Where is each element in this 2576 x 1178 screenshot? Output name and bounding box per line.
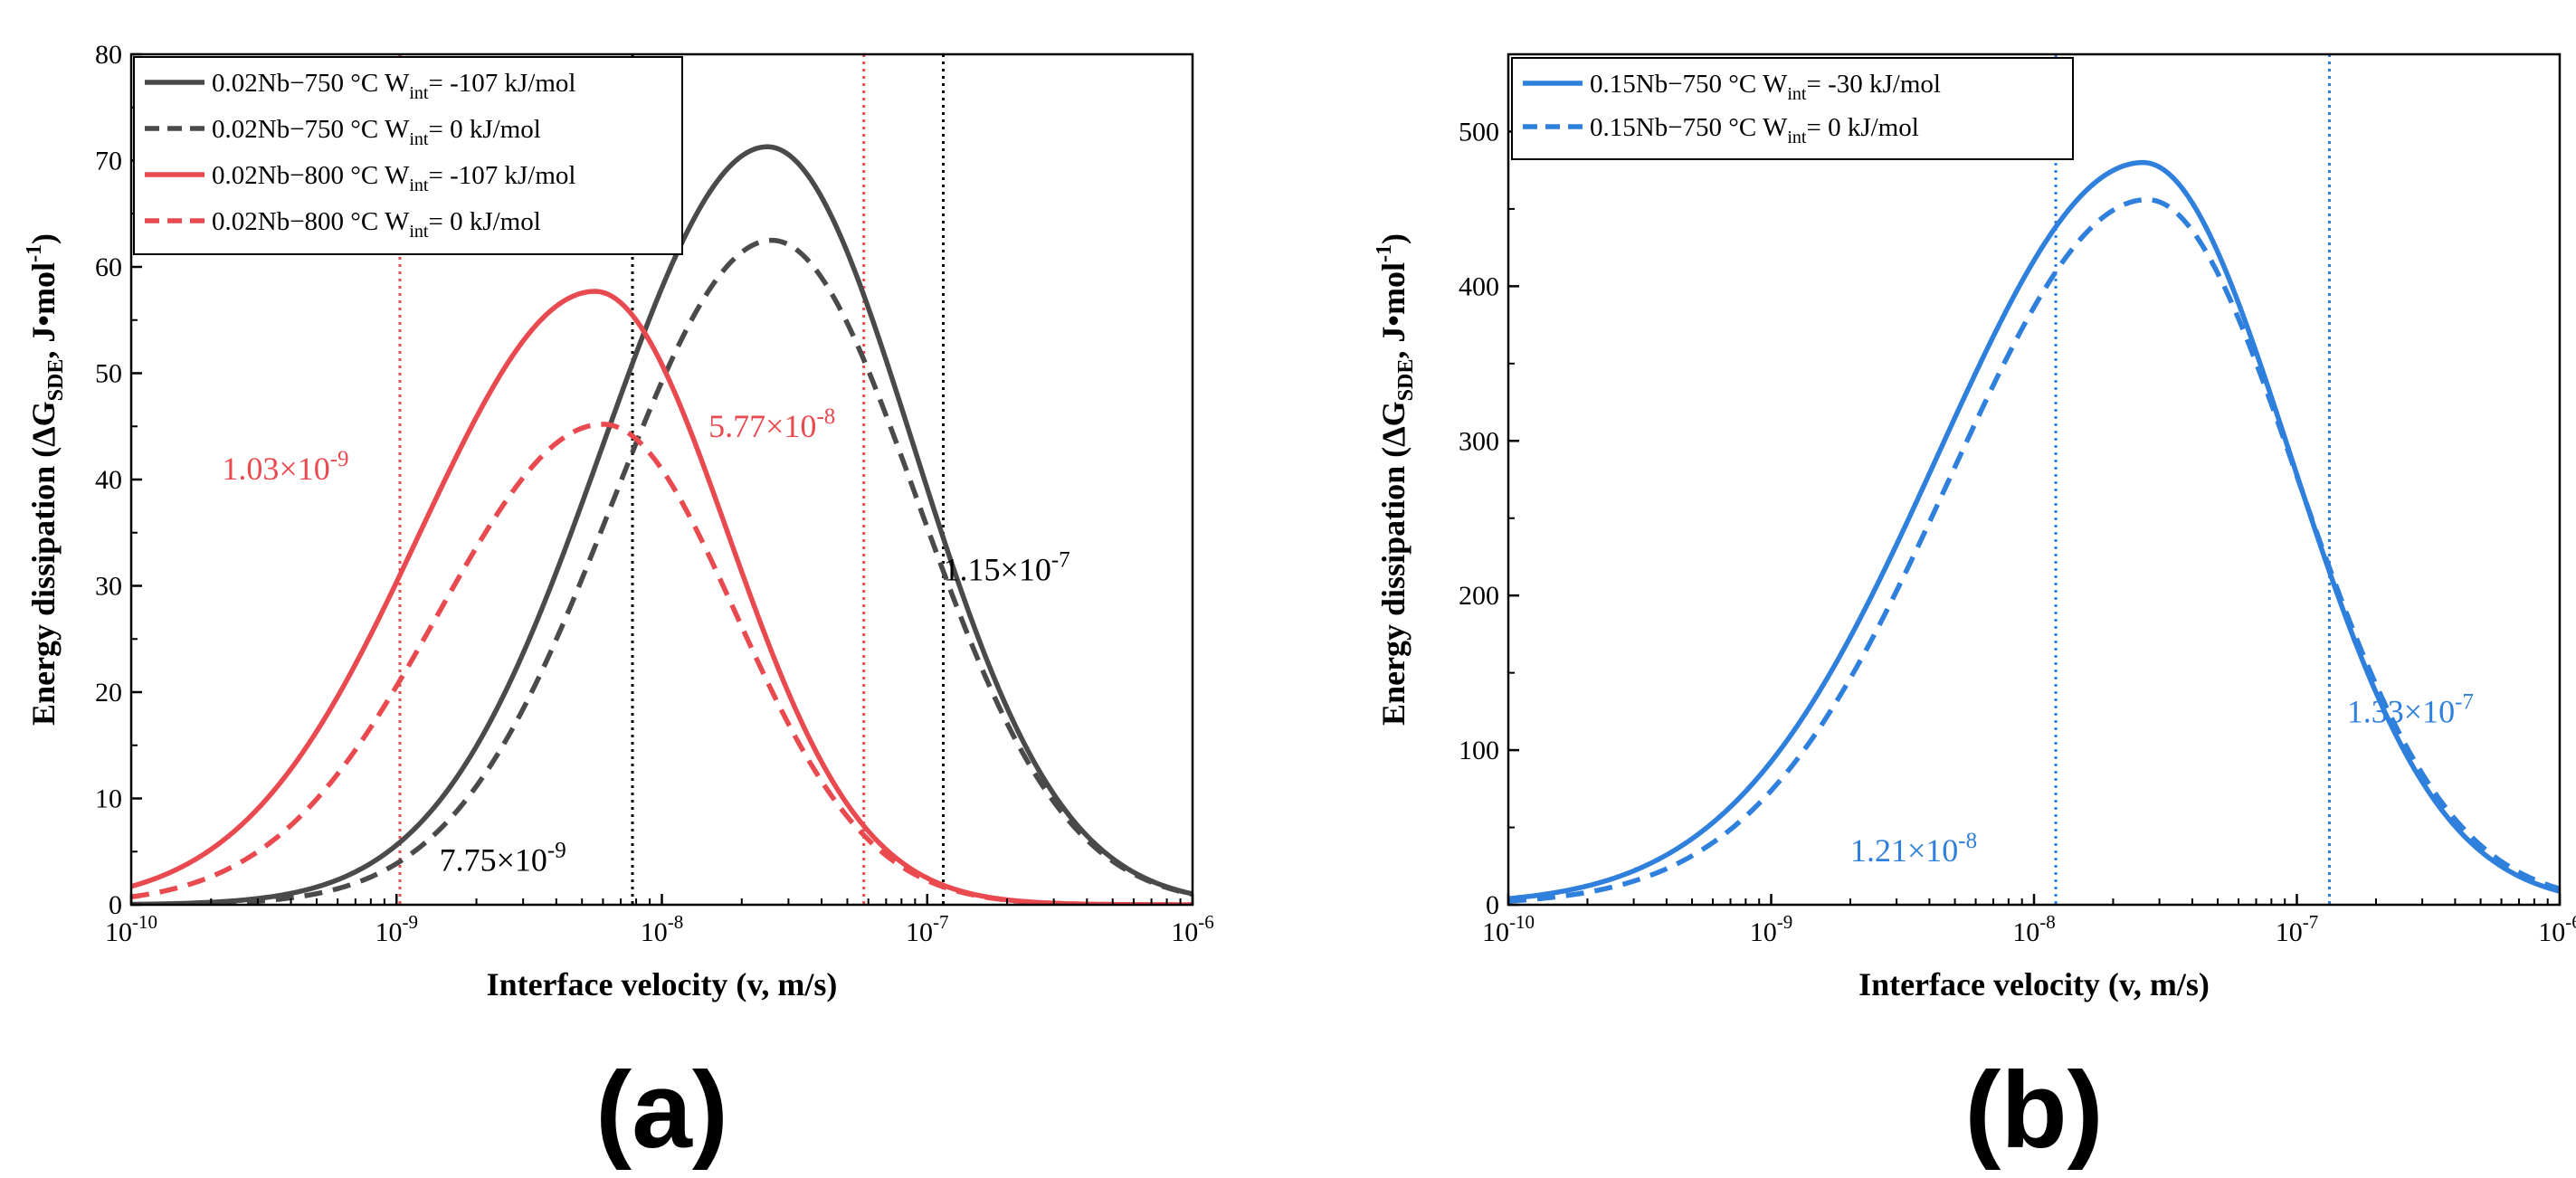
value-annotation-2: 5.77×10-8 — [708, 404, 835, 444]
y-tick-label: 40 — [95, 465, 122, 495]
value-annotation-3: 1.15×10-7 — [944, 548, 1070, 588]
legend-entry-2: 0.02Nb−750 °C Wint= 0 kJ/mol — [212, 115, 541, 149]
chart-panel-a: 0 10 20 30 40 50 60 70 80 10-10 10-9 10-8 10-7 10-6 In… — [23, 40, 1214, 1171]
legend-entry-4: 0.02Nb−800 °C Wint= 0 kJ/mol — [212, 207, 541, 242]
x-tick-label: 10-7 — [2276, 911, 2319, 947]
y-tick-label: 500 — [1459, 117, 1499, 147]
x-axis-label: Interface velocity (v, m/s) — [487, 966, 838, 1002]
y-tick-label: 20 — [95, 678, 122, 708]
y-tick-label: 50 — [95, 359, 122, 389]
x-tick-label: 10-8 — [2012, 911, 2056, 947]
y-tick-label: 10 — [95, 784, 122, 814]
y-axis-label: Energy dissipation (ΔGSDE, J•mol-1) — [23, 233, 68, 726]
value-annotation-1: 1.21×10-8 — [1850, 829, 1977, 869]
y-tick-label: 70 — [95, 147, 122, 176]
legend: 0.15Nb−750 °C Wint= -30 kJ/mol 0.15Nb−750… — [1511, 57, 2074, 160]
legend-entry-1: 0.02Nb−750 °C Wint= -107 kJ/mol — [212, 69, 575, 103]
x-tick-label: 10-10 — [105, 911, 157, 947]
x-tick-label: 10-10 — [1482, 911, 1535, 947]
x-tick-label: 10-8 — [641, 911, 684, 947]
y-tick-label: 30 — [95, 572, 122, 602]
panel-label: (a) — [595, 1050, 728, 1171]
x-tick-label: 10-9 — [375, 911, 419, 947]
value-annotation-1: 1.03×10-9 — [222, 447, 348, 487]
series-line-1 — [131, 144, 1193, 905]
y-axis-label: Energy dissipation (ΔGSDE, J•mol-1) — [1373, 233, 1418, 726]
legend-entry-1: 0.15Nb−750 °C Wint= -30 kJ/mol — [1590, 70, 1941, 104]
x-tick-label: 10-6 — [2538, 911, 2576, 947]
y-tick-label: 60 — [95, 252, 122, 282]
legend: 0.02Nb−750 °C Wint= -107 kJ/mol 0.02Nb−75… — [133, 56, 683, 255]
legend-box — [1511, 57, 2074, 160]
series-line-1 — [1508, 159, 2560, 901]
y-tick-label: 200 — [1459, 581, 1499, 611]
value-annotation-4: 7.75×10-9 — [440, 838, 566, 878]
y-tick-label: 300 — [1459, 426, 1499, 456]
legend-box — [133, 56, 683, 255]
legend-entry-3: 0.02Nb−800 °C Wint= -107 kJ/mol — [212, 161, 575, 195]
x-tick-label: 10-7 — [906, 911, 949, 947]
panel-label: (b) — [1964, 1050, 2103, 1171]
series-line-4 — [131, 422, 1193, 905]
value-annotation-2: 1.33×10-7 — [2347, 689, 2474, 729]
plot-frame — [1507, 52, 2562, 907]
x-tick-label: 10-6 — [1171, 911, 1214, 947]
y-tick-label: 0 — [1486, 890, 1499, 920]
series-line-2 — [131, 237, 1193, 905]
y-tick-label: 80 — [95, 40, 122, 70]
chart-panel-b: 0 100 200 300 400 500 10-10 10-9 10-8 10-7 10-6 Int… — [1373, 52, 2576, 1171]
y-tick-label: 100 — [1459, 736, 1499, 765]
legend-entry-2: 0.15Nb−750 °C Wint= 0 kJ/mol — [1590, 113, 1919, 147]
x-axis-label: Interface velocity (v, m/s) — [1858, 966, 2210, 1002]
y-tick-label: 0 — [109, 890, 122, 920]
x-tick-label: 10-9 — [1750, 911, 1793, 947]
y-tick-label: 400 — [1459, 271, 1499, 301]
series-line-2 — [1508, 196, 2560, 904]
